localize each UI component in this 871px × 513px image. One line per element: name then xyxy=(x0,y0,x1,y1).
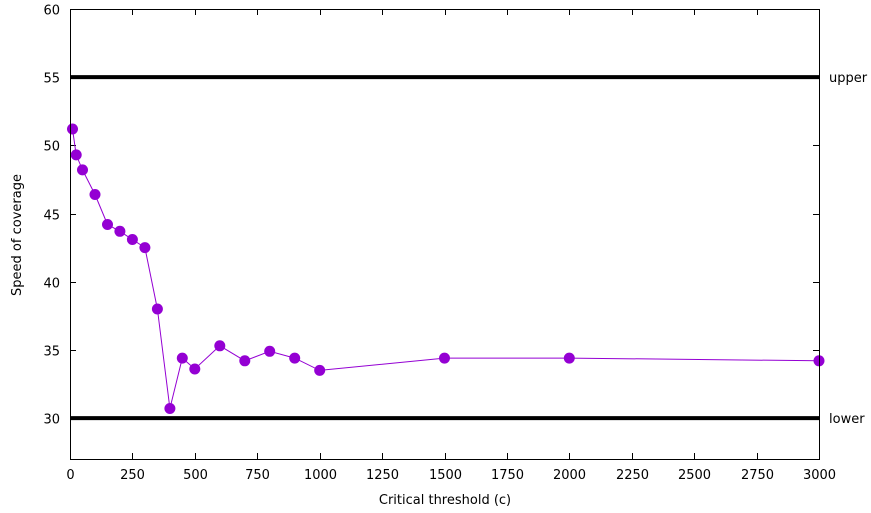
series-layer xyxy=(67,123,825,414)
data-point xyxy=(214,340,226,352)
data-point xyxy=(176,352,188,364)
x-tick-label: 750 xyxy=(245,468,270,483)
x-tick-label: 500 xyxy=(183,468,208,483)
y-tick-label: 30 xyxy=(43,413,60,428)
data-point xyxy=(102,219,113,230)
y-tick-label: 60 xyxy=(43,4,60,19)
data-point xyxy=(289,352,301,364)
data-point xyxy=(264,345,276,357)
x-tick-label: 1000 xyxy=(304,468,337,483)
reference-label-lower: lower xyxy=(829,412,865,427)
reference-label-upper: upper xyxy=(829,71,868,86)
x-tick-label: 1750 xyxy=(491,468,524,483)
x-tick-label: 1250 xyxy=(366,468,399,483)
data-point xyxy=(126,234,138,245)
y-tick-label: 35 xyxy=(43,345,60,360)
x-tick-label: 2750 xyxy=(741,468,774,483)
data-point xyxy=(70,149,82,161)
data-point xyxy=(189,363,201,375)
x-axis-title: Critical threshold (c) xyxy=(379,493,511,508)
x-tick-label: 2250 xyxy=(616,468,649,483)
plot-frame xyxy=(70,9,820,460)
x-tick-label: 2000 xyxy=(553,468,586,483)
y-tick-label: 55 xyxy=(43,72,60,87)
series-line xyxy=(72,128,820,409)
y-axis-title: Speed of coverage xyxy=(10,174,25,296)
data-point xyxy=(563,352,575,364)
x-tick-label: 3000 xyxy=(803,468,836,483)
y-tick-label: 50 xyxy=(43,140,60,155)
data-point xyxy=(164,403,176,414)
x-tick-label: 250 xyxy=(120,468,145,483)
x-tick-label: 1500 xyxy=(429,468,462,483)
reference-lines: upper lower xyxy=(70,71,868,427)
data-point xyxy=(77,164,88,176)
data-point xyxy=(439,352,450,364)
x-tick-label: 0 xyxy=(66,468,74,483)
data-point xyxy=(89,189,101,200)
y-tick-label: 45 xyxy=(43,209,60,224)
data-point xyxy=(239,355,251,367)
data-point xyxy=(114,225,126,237)
y-tick-label: 40 xyxy=(43,277,60,292)
x-tick-label: 2500 xyxy=(678,468,711,483)
data-point xyxy=(67,123,78,135)
data-point xyxy=(151,303,163,315)
axes-layer: 0 250 500 750 1000 1250 1500 1750 2000 2250 2500 27… xyxy=(43,4,836,484)
data-point xyxy=(139,242,151,254)
data-point xyxy=(314,364,326,376)
